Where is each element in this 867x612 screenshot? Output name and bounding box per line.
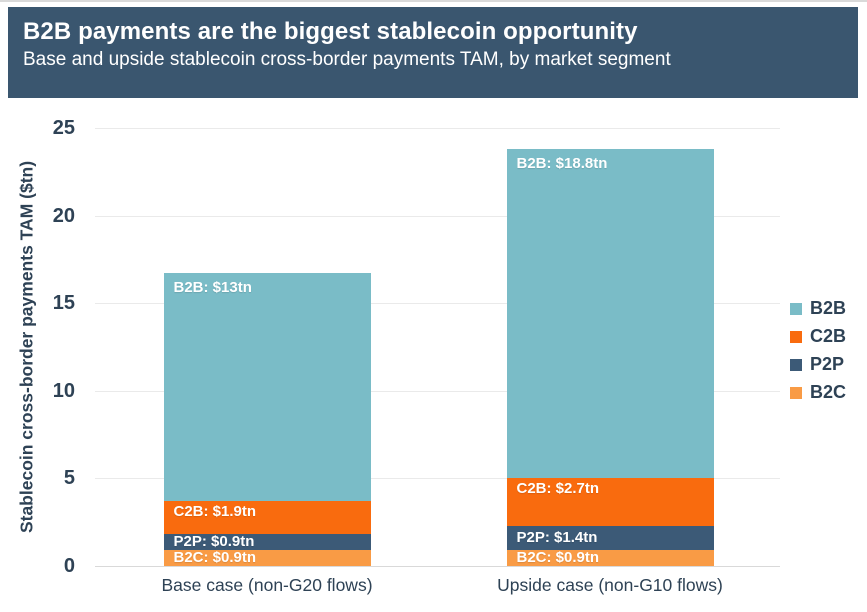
bar-segment-p2p: P2P: $0.9tn: [163, 533, 371, 551]
y-tick-label: 25: [52, 117, 75, 139]
y-tick-label: 15: [52, 292, 75, 315]
legend-label: C2B: [810, 326, 847, 346]
legend-label: B2B: [810, 298, 847, 318]
top-border-line: [0, 0, 867, 2]
y-tick-label: 0: [63, 555, 75, 577]
bar-segment-label: C2B: $2.7tn: [516, 480, 600, 498]
bar-segment-label: B2C: $0.9tn: [516, 549, 600, 567]
y-tick-label: 5: [63, 467, 75, 490]
y-tick-label: 20: [52, 204, 75, 227]
bar-segment-label: B2B: $18.8tn: [516, 155, 608, 173]
bar-segment-label: P2P: $0.9tn: [173, 533, 255, 551]
bar-segment-b2c: B2C: $0.9tn: [506, 549, 714, 567]
bar-segment-p2p: P2P: $1.4tn: [506, 525, 714, 551]
x-axis-baseline: [95, 566, 780, 567]
legend-swatch-b2c: [790, 386, 802, 399]
bar-segment-b2c: B2C: $0.9tn: [163, 549, 371, 567]
legend-swatch-b2b: [790, 302, 802, 315]
legend-label: P2P: [810, 354, 845, 374]
legend: B2B C2B P2P B2C: [790, 298, 847, 414]
bar-segment-label: P2P: $1.4tn: [516, 528, 598, 546]
bar-segment-c2b: C2B: $2.7tn: [506, 478, 714, 526]
page-subtitle: Base and upside stablecoin cross-border …: [23, 49, 671, 70]
header-banner: B2B payments are the biggest stablecoin …: [8, 7, 858, 98]
bar-segment-c2b: C2B: $1.9tn: [163, 501, 371, 535]
x-axis-category-label: Base case (non-G20 flows): [161, 575, 373, 595]
y-tick-label: 10: [52, 379, 75, 402]
x-axis-category-label: Upside case (non-G10 flows): [497, 575, 723, 595]
legend-item: B2B: [790, 298, 847, 318]
bar-segment-label: B2B: $13tn: [173, 279, 252, 297]
bar-segment-b2b: B2B: $18.8tn: [506, 149, 714, 479]
legend-item: B2C: [790, 382, 847, 402]
gridline: [95, 215, 780, 217]
bar-segment-b2b: B2B: $13tn: [163, 273, 371, 502]
legend-label: B2C: [810, 382, 847, 402]
legend-item: C2B: [790, 326, 847, 346]
gridline: [95, 390, 780, 392]
bar-segment-label: C2B: $1.9tn: [173, 503, 257, 521]
gridline: [95, 303, 780, 305]
bar-segment-label: B2C: $0.9tn: [173, 549, 257, 567]
legend-swatch-c2b: [790, 330, 802, 343]
gridline: [95, 128, 780, 129]
page-title: B2B payments are the biggest stablecoin …: [23, 18, 638, 45]
gridline: [95, 478, 780, 480]
legend-swatch-p2p: [790, 358, 802, 371]
legend-item: P2P: [790, 354, 846, 374]
